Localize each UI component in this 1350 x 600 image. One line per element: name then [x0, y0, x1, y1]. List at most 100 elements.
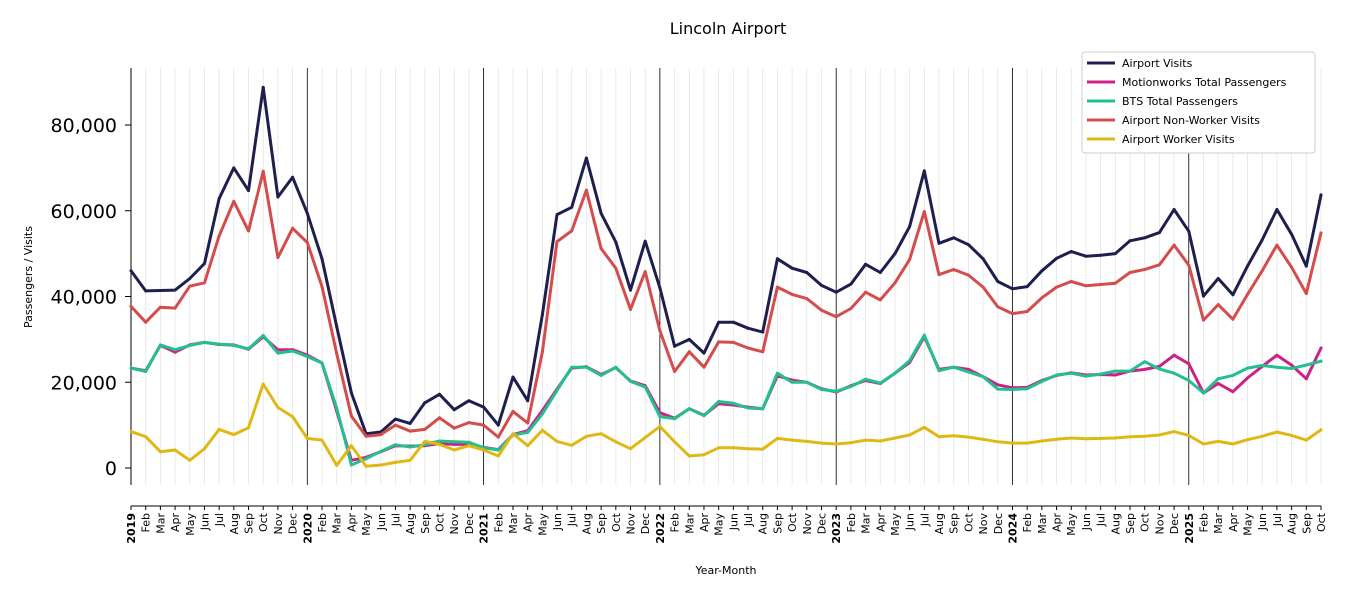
data-point	[1304, 438, 1308, 442]
data-point	[775, 285, 779, 289]
legend-label: Airport Visits	[1122, 57, 1193, 70]
data-point	[1319, 428, 1323, 432]
data-point	[144, 370, 148, 373]
data-point	[981, 437, 985, 441]
data-point	[467, 399, 471, 403]
data-point	[820, 283, 823, 287]
data-point	[599, 211, 603, 215]
data-point	[1128, 435, 1132, 439]
data-point	[1040, 269, 1044, 273]
data-point	[1172, 371, 1176, 375]
data-point	[584, 156, 588, 160]
data-point	[144, 435, 148, 439]
data-point	[335, 463, 339, 467]
data-point	[555, 213, 559, 217]
data-point	[1202, 294, 1205, 298]
data-point	[144, 289, 148, 293]
x-tick-label: Dec	[1168, 513, 1181, 534]
data-point	[570, 365, 574, 369]
data-point	[849, 282, 853, 286]
data-point	[540, 313, 544, 316]
data-point	[717, 400, 721, 403]
data-point	[496, 454, 500, 458]
data-point	[599, 247, 603, 250]
data-point	[555, 388, 559, 392]
data-point	[526, 399, 530, 403]
data-point	[1113, 281, 1117, 285]
data-point	[1231, 442, 1235, 446]
x-tick-label: Jun	[727, 513, 740, 531]
data-point	[129, 269, 133, 273]
data-point	[761, 350, 765, 354]
data-point	[805, 271, 809, 274]
data-point	[702, 365, 706, 369]
legend-item: Motionworks Total Passengers	[1087, 76, 1287, 89]
data-point	[482, 423, 486, 427]
data-point	[232, 166, 236, 170]
data-point	[908, 433, 912, 437]
data-point	[584, 434, 588, 438]
data-point	[188, 458, 192, 462]
data-point	[305, 241, 309, 244]
x-tick-label: Jul	[566, 513, 579, 527]
data-point	[1157, 433, 1161, 437]
data-point	[658, 424, 662, 428]
data-point	[717, 340, 721, 344]
data-point	[1260, 434, 1264, 438]
data-point	[761, 407, 765, 411]
data-point	[702, 351, 706, 355]
data-point	[1172, 208, 1176, 211]
data-point	[864, 262, 868, 266]
data-point	[790, 438, 794, 442]
x-tick-label: Apr	[1051, 513, 1064, 533]
y-tick-label: 20,000	[51, 372, 117, 394]
data-point	[511, 409, 515, 413]
data-point	[878, 439, 882, 443]
data-point	[849, 385, 853, 388]
x-ticks: 2019 Feb Mar Apr May Jun Jul Aug Sep Oct Nov Dec 202…	[125, 506, 1328, 544]
x-tick-label: Aug	[228, 513, 241, 534]
data-point	[702, 453, 706, 457]
data-point	[922, 169, 926, 173]
data-point	[643, 436, 647, 440]
data-point	[1304, 377, 1308, 381]
x-tick-label: Dec	[463, 513, 476, 534]
data-point	[1260, 238, 1264, 242]
x-tick-label: Apr	[522, 513, 535, 533]
data-point	[1172, 243, 1176, 247]
data-point	[217, 197, 221, 201]
x-tick-label: Jun	[1256, 513, 1269, 531]
data-point	[864, 438, 868, 442]
data-point	[702, 414, 706, 418]
data-point	[1202, 318, 1205, 322]
data-point	[276, 351, 280, 355]
data-point	[966, 367, 970, 371]
data-point	[496, 448, 500, 452]
legend-item: Airport Visits	[1087, 57, 1193, 70]
data-point	[438, 439, 441, 443]
data-point	[1216, 303, 1220, 307]
data-point	[1187, 433, 1191, 437]
data-point	[364, 434, 368, 438]
data-point	[864, 290, 868, 294]
data-point	[1099, 283, 1103, 286]
x-tick-label: Jul	[1271, 513, 1284, 527]
data-point	[1202, 391, 1205, 395]
data-point	[1011, 287, 1014, 291]
x-tick-label: Sep	[595, 513, 608, 534]
x-tick-label: Dec	[287, 513, 300, 534]
data-point	[1290, 363, 1294, 367]
data-point	[1246, 376, 1249, 380]
x-tick-label: Dec	[639, 513, 652, 534]
data-point	[158, 305, 162, 309]
x-tick-label: Nov	[272, 513, 285, 535]
data-point	[1260, 364, 1264, 367]
data-point	[320, 361, 324, 365]
data-point	[908, 225, 912, 229]
data-point	[203, 340, 206, 344]
x-tick-label: Sep	[1300, 513, 1313, 534]
data-point	[1231, 317, 1235, 321]
legend-box	[1081, 51, 1316, 154]
data-point	[1011, 441, 1014, 445]
data-point	[864, 377, 868, 381]
